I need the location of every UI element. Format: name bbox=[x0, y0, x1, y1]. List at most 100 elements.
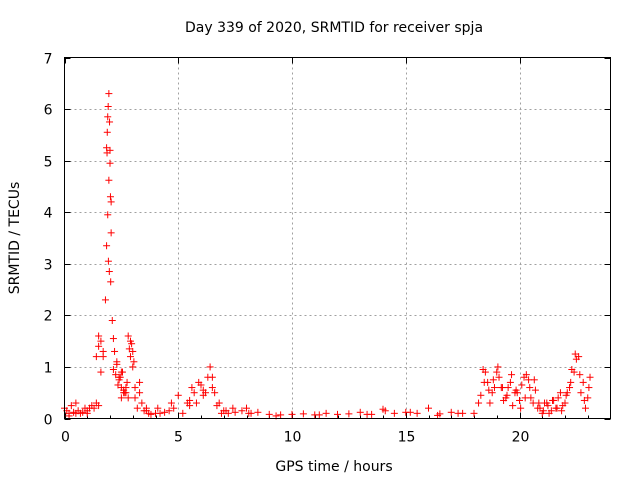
data-point bbox=[213, 402, 221, 410]
data-point bbox=[238, 407, 246, 415]
data-point bbox=[572, 355, 580, 363]
data-point bbox=[116, 373, 124, 381]
data-point bbox=[494, 363, 502, 371]
data-point bbox=[95, 402, 103, 410]
data-point bbox=[579, 378, 587, 386]
data-point bbox=[576, 371, 584, 379]
data-point bbox=[480, 378, 488, 386]
data-point bbox=[434, 411, 442, 419]
data-point bbox=[113, 358, 121, 366]
data-point bbox=[475, 399, 483, 407]
data-point bbox=[506, 378, 514, 386]
data-point bbox=[138, 399, 146, 407]
data-point bbox=[92, 353, 100, 361]
data-point bbox=[454, 409, 462, 417]
data-point bbox=[97, 368, 105, 376]
x-tick-label: 20 bbox=[512, 430, 530, 446]
data-point bbox=[114, 381, 122, 389]
data-point bbox=[585, 384, 593, 392]
data-point bbox=[265, 410, 273, 418]
data-point bbox=[517, 404, 525, 412]
data-point bbox=[188, 384, 196, 392]
data-point bbox=[125, 345, 133, 353]
data-point bbox=[186, 396, 194, 404]
data-point bbox=[509, 402, 517, 410]
data-point bbox=[356, 408, 364, 416]
data-point bbox=[245, 409, 253, 417]
y-tick-label: 1 bbox=[44, 361, 53, 377]
data-point bbox=[413, 409, 421, 417]
data-point bbox=[322, 409, 330, 417]
data-point bbox=[170, 404, 178, 412]
data-point bbox=[136, 389, 144, 397]
data-point bbox=[521, 394, 529, 402]
data-point bbox=[190, 389, 198, 397]
data-point bbox=[104, 102, 112, 110]
data-point bbox=[199, 386, 207, 394]
data-point bbox=[254, 408, 262, 416]
data-point bbox=[447, 408, 455, 416]
data-point bbox=[165, 407, 173, 415]
data-point bbox=[571, 350, 579, 358]
data-point bbox=[512, 386, 520, 394]
data-point bbox=[516, 396, 523, 404]
data-point bbox=[406, 408, 414, 416]
data-point bbox=[535, 399, 543, 407]
axis-ticks: 0 5 10 15 20 0 1 2 3 4 5 6 7 bbox=[44, 52, 611, 446]
data-point bbox=[495, 373, 503, 381]
data-point bbox=[108, 317, 116, 325]
chart-title: Day 339 of 2020, SRMTID for receiver spj… bbox=[185, 20, 483, 36]
data-point bbox=[288, 410, 296, 418]
data-point bbox=[124, 332, 132, 340]
data-point bbox=[103, 149, 111, 157]
data-point bbox=[558, 407, 566, 415]
data-point bbox=[121, 389, 129, 397]
data-point bbox=[105, 176, 113, 184]
data-point bbox=[562, 391, 570, 399]
data-point bbox=[559, 402, 567, 410]
data-point bbox=[554, 394, 562, 402]
data-point bbox=[130, 358, 138, 366]
y-tick-label: 3 bbox=[44, 258, 53, 274]
data-point bbox=[581, 404, 589, 412]
data-point bbox=[156, 409, 164, 417]
data-point bbox=[485, 386, 493, 394]
data-point bbox=[131, 384, 139, 392]
data-point bbox=[477, 391, 485, 399]
x-axis-label: GPS time / hours bbox=[275, 459, 392, 475]
data-point bbox=[206, 363, 214, 371]
data-point bbox=[481, 368, 489, 376]
data-point bbox=[174, 391, 182, 399]
data-point bbox=[103, 242, 111, 250]
data-point bbox=[568, 366, 576, 374]
data-point bbox=[490, 384, 498, 392]
data-point bbox=[106, 159, 114, 167]
y-tick-label: 7 bbox=[44, 52, 53, 68]
data-point bbox=[586, 373, 594, 381]
data-point bbox=[526, 384, 534, 392]
data-point bbox=[548, 396, 556, 404]
data-point bbox=[553, 404, 561, 412]
data-point bbox=[123, 378, 131, 386]
data-point bbox=[425, 404, 432, 412]
data-point bbox=[109, 335, 117, 343]
grid bbox=[64, 57, 611, 419]
data-point bbox=[133, 404, 141, 412]
data-point bbox=[299, 410, 307, 418]
data-point bbox=[107, 229, 115, 237]
data-point bbox=[577, 389, 585, 397]
data-point bbox=[489, 376, 497, 384]
data-point bbox=[470, 409, 478, 417]
x-tick-label: 15 bbox=[398, 430, 416, 446]
data-point bbox=[567, 378, 575, 386]
data-point bbox=[136, 378, 144, 386]
data-point bbox=[105, 90, 113, 98]
data-point bbox=[95, 342, 103, 350]
data-point bbox=[229, 404, 237, 412]
data-point bbox=[522, 371, 530, 379]
data-point bbox=[128, 340, 136, 348]
x-tick-label: 5 bbox=[174, 430, 183, 446]
plot-frame bbox=[64, 57, 611, 419]
y-tick-label: 0 bbox=[44, 413, 53, 429]
